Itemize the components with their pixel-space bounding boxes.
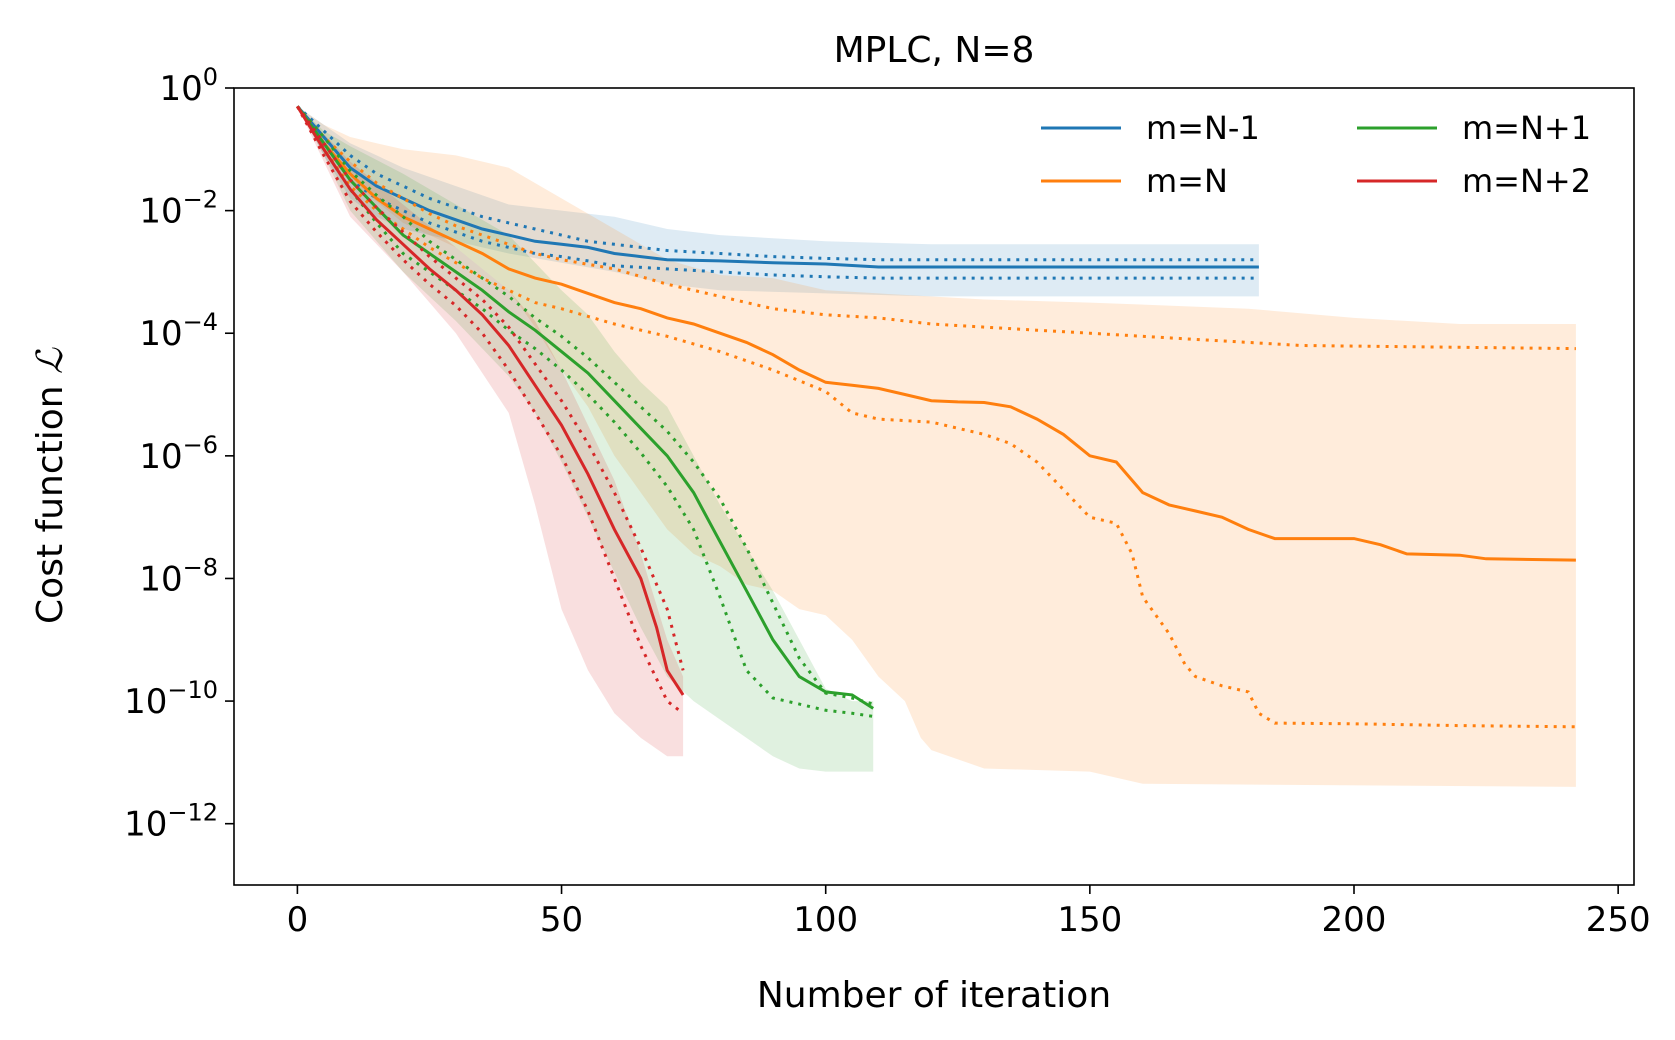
upper-line-m-n <box>296 105 1576 351</box>
y-axis-title: Cost function ℒ <box>30 347 71 624</box>
legend-label-m-n-1: m=N+1 <box>1462 109 1591 147</box>
legend: m=N-1 m=N m=N+1 m=N+2 <box>1041 109 1591 200</box>
x-axis-title: Number of iteration <box>757 975 1111 1016</box>
plot-frame <box>233 87 1635 886</box>
legend-label-m-n-1: m=N-1 <box>1146 109 1260 147</box>
y-tick-exponent: −10 <box>167 676 218 704</box>
y-tick-exponent: 0 <box>203 63 218 91</box>
x-tick-label: 50 <box>540 900 583 940</box>
y-tick-base: 10 <box>139 559 182 599</box>
y-tick-base: 10 <box>139 192 182 232</box>
x-tick-label: 100 <box>793 900 858 940</box>
y-tick-base: 10 <box>139 437 182 477</box>
legend-label-m-n: m=N <box>1146 162 1228 200</box>
y-axis-title-symbol: ℒ <box>30 347 71 374</box>
x-tick-label: 150 <box>1057 900 1122 940</box>
y-tick-base: 10 <box>139 314 182 354</box>
chart-title: MPLC, N=8 <box>834 30 1035 71</box>
x-tick-label: 200 <box>1322 900 1387 940</box>
y-tick-exponent: −8 <box>183 553 218 581</box>
lower-line-m-n <box>296 105 1576 729</box>
y-tick-exponent: −12 <box>167 799 218 827</box>
y-tick-base: 10 <box>124 805 167 845</box>
y-tick-label: 10−12 <box>124 799 218 845</box>
y-tick-label: 10−8 <box>139 553 218 599</box>
y-axis-title-text: Cost function <box>30 374 71 624</box>
x-axis-ticks: 0 50 100 150 200 250 <box>287 885 1651 940</box>
y-tick-base: 10 <box>124 682 167 722</box>
band-m-n-2 <box>297 106 684 757</box>
median-line-m-n-2 <box>296 105 685 696</box>
y-tick-base: 10 <box>159 69 202 109</box>
y-tick-exponent: −6 <box>183 431 218 459</box>
x-tick-label: 250 <box>1586 900 1651 940</box>
x-tick-label: 0 <box>287 900 309 940</box>
series-lines <box>296 105 1576 729</box>
y-tick-label: 10−6 <box>139 431 218 477</box>
y-tick-label: 10−4 <box>139 308 218 354</box>
median-line-m-n <box>296 105 1576 562</box>
band-m-n <box>297 106 1576 787</box>
y-tick-label: 10−2 <box>139 186 218 232</box>
y-tick-exponent: −4 <box>183 308 218 336</box>
legend-label-m-n-2: m=N+2 <box>1462 162 1591 200</box>
y-tick-label: 10−10 <box>124 676 218 722</box>
upper-line-m-n-2 <box>296 105 685 671</box>
band-m-n-1 <box>297 106 1259 297</box>
confidence-bands <box>297 106 1576 787</box>
y-tick-exponent: −2 <box>183 186 218 214</box>
lower-line-m-n-2 <box>296 105 685 715</box>
y-tick-label: 100 <box>159 63 218 109</box>
upper-line-m-n-1 <box>296 105 1259 262</box>
lower-line-m-n-1 <box>296 105 874 718</box>
